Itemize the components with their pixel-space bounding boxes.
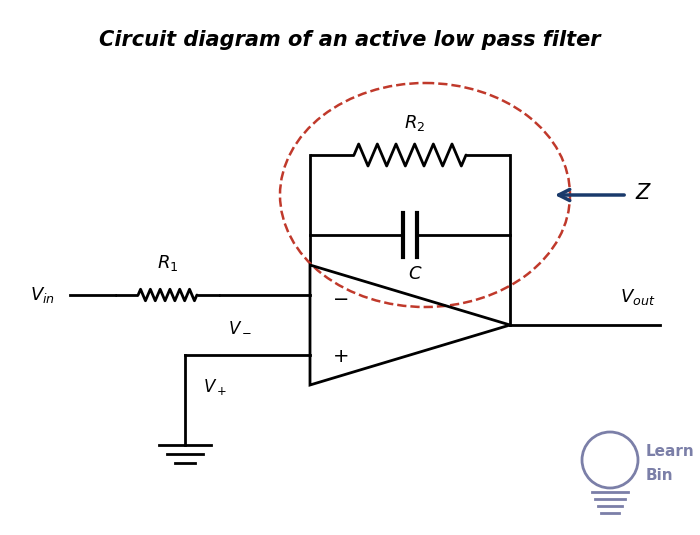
Text: $R_2$: $R_2$ (405, 113, 426, 133)
Text: $R_1$: $R_1$ (157, 253, 178, 273)
Text: $+$: $+$ (332, 348, 349, 366)
Text: $V_{out}$: $V_{out}$ (620, 287, 655, 307)
Text: $V_-$: $V_-$ (228, 317, 252, 335)
Text: $V_+$: $V_+$ (203, 377, 227, 397)
Text: Bin: Bin (646, 468, 673, 483)
Text: $-$: $-$ (332, 287, 349, 307)
Text: $Z$: $Z$ (635, 183, 652, 203)
Text: Circuit diagram of an active low pass filter: Circuit diagram of an active low pass fi… (99, 30, 601, 50)
Text: Learn: Learn (646, 445, 694, 460)
Text: $V_{in}$: $V_{in}$ (30, 285, 55, 305)
Text: $C$: $C$ (407, 265, 422, 283)
